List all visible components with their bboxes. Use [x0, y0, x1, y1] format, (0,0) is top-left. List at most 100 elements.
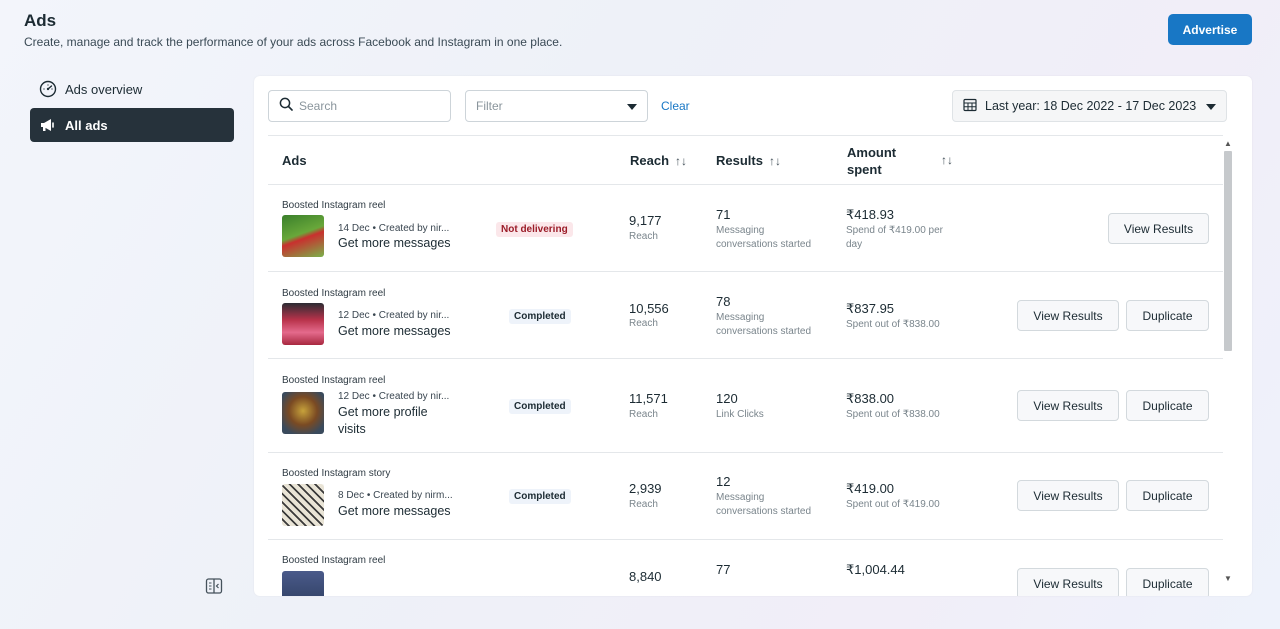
status-badge: Completed [509, 489, 571, 504]
results-label: Messaging conversations started [716, 492, 812, 517]
table-scrollbar[interactable]: ▲ ▼ [1222, 139, 1234, 583]
amount-label: Spend of ₹419.00 per day [846, 225, 943, 250]
reach-label: Reach [629, 409, 658, 420]
header-reach[interactable]: Reach ↑↓ [630, 153, 687, 168]
ads-table: Ads Reach ↑↓ Results ↑↓ Amount spent ↑↓ Boo… [268, 135, 1223, 596]
table-row[interactable]: Boosted Instagram reel 8,840 77 ₹1,004.4… [268, 540, 1223, 596]
scroll-up-icon[interactable]: ▲ [1224, 139, 1232, 148]
duplicate-button[interactable]: Duplicate [1126, 480, 1209, 511]
reach-value: 10,556 [629, 301, 669, 316]
header-amount[interactable]: Amount spent [847, 144, 896, 178]
amount-label: Spent out of ₹419.00 [846, 499, 940, 510]
ad-thumbnail[interactable] [282, 215, 324, 257]
results-value: 77 [716, 562, 731, 577]
table-row[interactable]: Boosted Instagram reel 12 Dec • Created … [268, 272, 1223, 359]
ad-thumbnail[interactable] [282, 392, 324, 434]
amount-value: ₹1,004.44 [846, 562, 905, 577]
date-range-picker[interactable]: Last year: 18 Dec 2022 - 17 Dec 2023 [952, 90, 1227, 122]
table-row[interactable]: Boosted Instagram story 8 Dec • Created … [268, 453, 1223, 540]
scroll-down-icon[interactable]: ▼ [1224, 574, 1232, 583]
sort-icon: ↑↓ [675, 153, 688, 168]
page-title: Ads [24, 11, 57, 30]
sidebar: Ads overview All ads [30, 72, 234, 144]
amount-value: ₹838.00 [846, 391, 895, 406]
sidebar-item-ads-overview[interactable]: Ads overview [30, 72, 234, 106]
amount-value: ₹418.93 [846, 207, 895, 222]
table-row[interactable]: Boosted Instagram reel 14 Dec • Created … [268, 185, 1223, 272]
ad-objective: Get more messages [338, 504, 451, 518]
duplicate-button[interactable]: Duplicate [1126, 300, 1209, 331]
status-badge: Completed [509, 399, 571, 414]
results-label: Link Clicks [716, 409, 764, 420]
table-header: Ads Reach ↑↓ Results ↑↓ Amount spent ↑↓ [268, 135, 1223, 185]
amount-value: ₹419.00 [846, 481, 895, 496]
calendar-icon [963, 98, 977, 115]
ads-panel: Filter Clear Last year: 18 Dec 2022 - 17… [254, 76, 1252, 596]
search-icon [279, 97, 293, 116]
ad-type: Boosted Instagram reel [282, 375, 386, 386]
advertise-button[interactable]: Advertise [1168, 14, 1252, 45]
ad-meta: 12 Dec • Created by nir... [338, 391, 450, 402]
sort-icon[interactable]: ↑↓ [941, 153, 953, 167]
duplicate-button[interactable]: Duplicate [1126, 568, 1209, 596]
table-row[interactable]: Boosted Instagram reel 12 Dec • Created … [268, 359, 1223, 453]
ad-meta: 8 Dec • Created by nirm... [338, 490, 453, 501]
header-ads: Ads [282, 153, 307, 168]
results-value: 12 [716, 474, 731, 489]
ad-type: Boosted Instagram story [282, 468, 391, 479]
view-results-button[interactable]: View Results [1017, 568, 1119, 596]
sort-icon: ↑↓ [768, 153, 781, 168]
header-results-label: Results [716, 153, 763, 168]
view-results-button[interactable]: View Results [1108, 213, 1209, 244]
ad-thumbnail[interactable] [282, 571, 324, 596]
status-badge: Not delivering [496, 222, 573, 237]
results-value: 78 [716, 294, 731, 309]
reach-label: Reach [629, 231, 658, 242]
amount-label: Spent out of ₹838.00 [846, 319, 940, 330]
sidebar-item-all-ads[interactable]: All ads [30, 108, 234, 142]
filter-placeholder: Filter [476, 99, 503, 113]
header-results[interactable]: Results ↑↓ [716, 153, 781, 168]
view-results-button[interactable]: View Results [1017, 480, 1119, 511]
ad-objective: Get more messages [338, 324, 451, 338]
amount-value: ₹837.95 [846, 301, 895, 316]
ad-type: Boosted Instagram reel [282, 288, 386, 299]
results-value: 120 [716, 391, 738, 406]
ad-type: Boosted Instagram reel [282, 555, 386, 566]
ad-thumbnail[interactable] [282, 303, 324, 345]
reach-value: 11,571 [629, 391, 668, 406]
view-results-button[interactable]: View Results [1017, 390, 1119, 421]
reach-label: Reach [629, 318, 658, 329]
search-input[interactable] [299, 99, 429, 113]
duplicate-button[interactable]: Duplicate [1126, 390, 1209, 421]
collapse-sidebar-icon[interactable] [205, 577, 223, 595]
ad-objective: Get more profile visits [338, 405, 428, 436]
reach-value: 8,840 [629, 569, 662, 584]
ad-thumbnail[interactable] [282, 484, 324, 526]
amount-label: Spent out of ₹838.00 [846, 409, 940, 420]
gauge-icon [38, 79, 58, 99]
filter-dropdown[interactable]: Filter [465, 90, 648, 122]
results-label: Messaging conversations started [716, 312, 812, 337]
results-value: 71 [716, 207, 731, 222]
results-label: Messaging conversations started [716, 225, 812, 250]
date-range-label: Last year: 18 Dec 2022 - 17 Dec 2023 [985, 99, 1197, 113]
ad-type: Boosted Instagram reel [282, 200, 386, 211]
sidebar-item-label: Ads overview [65, 81, 143, 97]
view-results-button[interactable]: View Results [1017, 300, 1119, 331]
scrollbar-thumb[interactable] [1224, 151, 1232, 351]
status-badge: Completed [509, 309, 571, 324]
reach-label: Reach [629, 499, 658, 510]
reach-value: 2,939 [629, 481, 662, 496]
ad-meta: 14 Dec • Created by nir... [338, 223, 450, 234]
sidebar-item-label: All ads [65, 117, 108, 133]
header-reach-label: Reach [630, 153, 670, 168]
search-box[interactable] [268, 90, 451, 122]
caret-down-icon [627, 99, 637, 113]
megaphone-icon [38, 115, 58, 135]
clear-link[interactable]: Clear [661, 99, 690, 113]
ad-objective: Get more messages [338, 236, 451, 250]
header-amount-line1: Amount [847, 145, 897, 160]
header-amount-line2: spent [847, 162, 882, 177]
reach-value: 9,177 [629, 213, 662, 228]
